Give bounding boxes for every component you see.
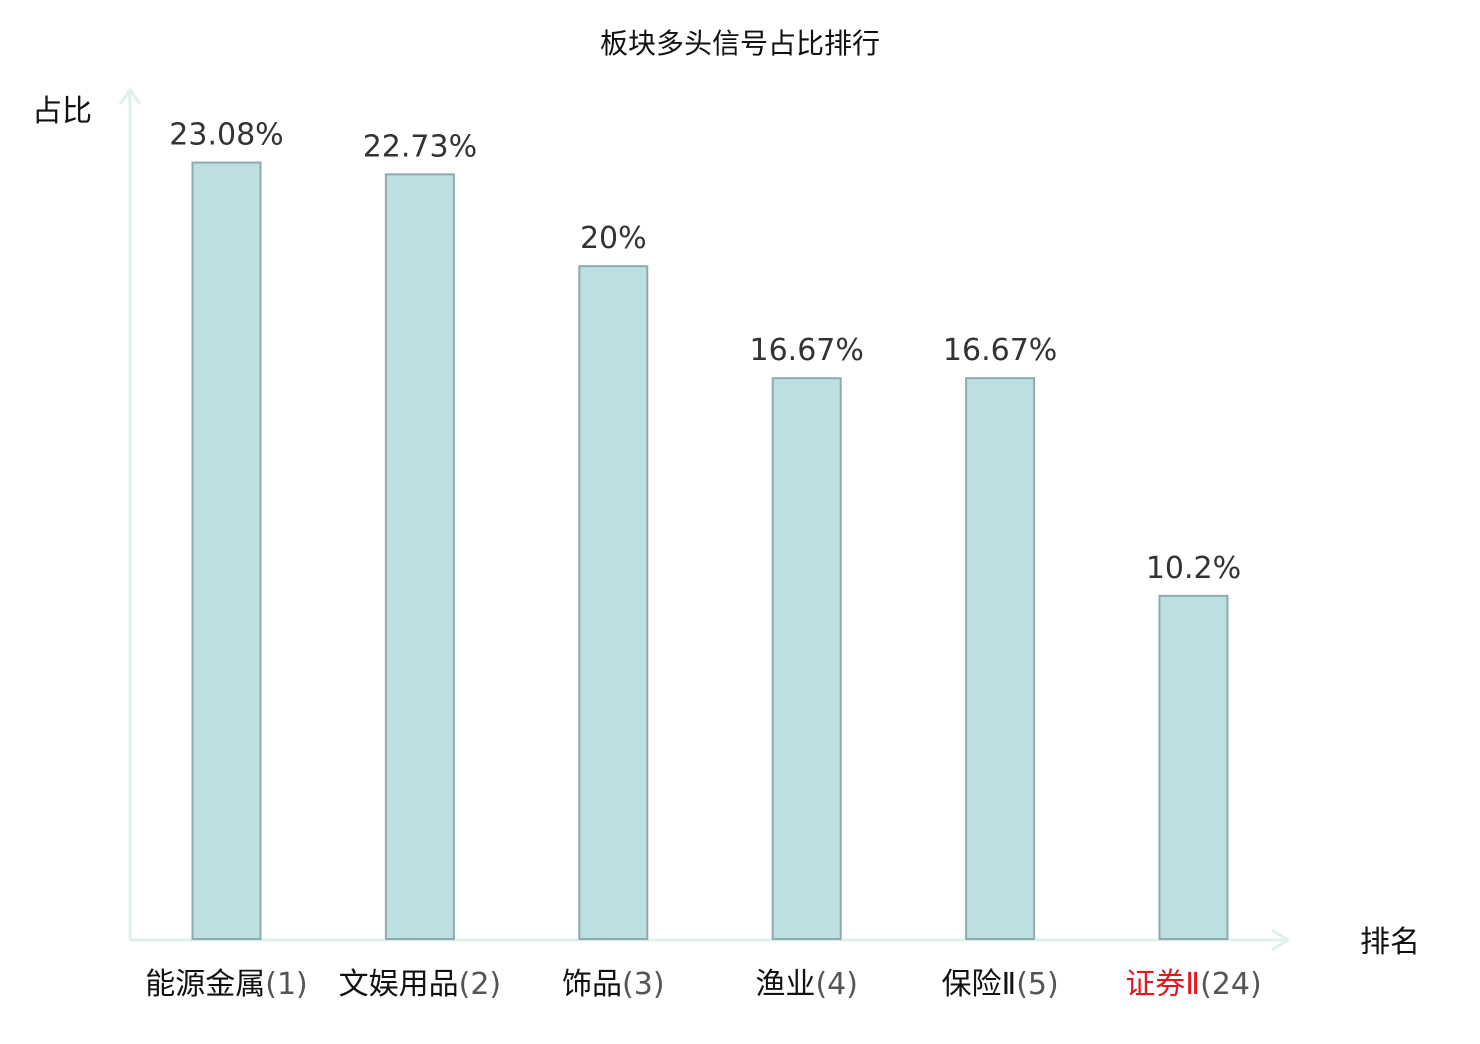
y-axis-label: 占比 [32, 94, 92, 129]
data-label: 16.67% [750, 333, 864, 368]
chart-title: 板块多头信号占比排行 [600, 27, 880, 60]
x-tick-label: 饰品(3) [562, 967, 665, 1002]
x-axis [130, 928, 1291, 952]
x-tick-category: 能源金属 [145, 967, 265, 1002]
x-tick-rank: (1) [265, 967, 308, 1002]
bar [965, 377, 1036, 940]
value-labels-group: 23.08% 22.73% 20% 16.67% 16.67% 10.2% [169, 118, 1241, 586]
data-label: 23.08% [169, 118, 283, 153]
x-tick-rank: (5) [1016, 967, 1059, 1002]
x-tick-label: 证券Ⅱ(24) [1125, 967, 1261, 1002]
bars-group [191, 161, 1229, 940]
x-tick-label: 能源金属(1) [145, 967, 308, 1002]
data-label: 22.73% [363, 129, 477, 164]
x-tick-rank: (4) [815, 967, 858, 1002]
data-label: 10.2% [1146, 551, 1241, 586]
x-tick-category: 文娱用品 [339, 967, 459, 1002]
data-label: 16.67% [943, 333, 1057, 368]
y-axis-arrow-icon [118, 87, 142, 105]
bar [1158, 594, 1229, 940]
x-tick-category: 渔业 [755, 967, 815, 1002]
y-axis [118, 87, 142, 940]
bar [578, 265, 649, 940]
x-tick-label: 渔业(4) [755, 967, 858, 1002]
x-tick-category: 饰品 [562, 967, 622, 1002]
x-tick-label: 文娱用品(2) [339, 967, 502, 1002]
x-tick-rank: (2) [459, 967, 502, 1002]
x-tick-rank: (24) [1200, 967, 1262, 1002]
bar [771, 377, 842, 940]
x-axis-label: 排名 [1360, 925, 1420, 960]
x-axis-arrow-icon [1271, 928, 1291, 952]
bar [384, 173, 455, 940]
bar [191, 161, 262, 940]
data-label: 20% [580, 221, 647, 256]
category-labels-group: 能源金属(1) 文娱用品(2) 饰品(3) 渔业(4) 保险Ⅱ(5) 证券Ⅱ(24) [145, 967, 1261, 1002]
x-tick-category: 保险Ⅱ [941, 967, 1016, 1002]
x-tick-category: 证券Ⅱ [1125, 967, 1200, 1002]
x-tick-label: 保险Ⅱ(5) [941, 967, 1058, 1002]
x-tick-rank: (3) [622, 967, 665, 1002]
